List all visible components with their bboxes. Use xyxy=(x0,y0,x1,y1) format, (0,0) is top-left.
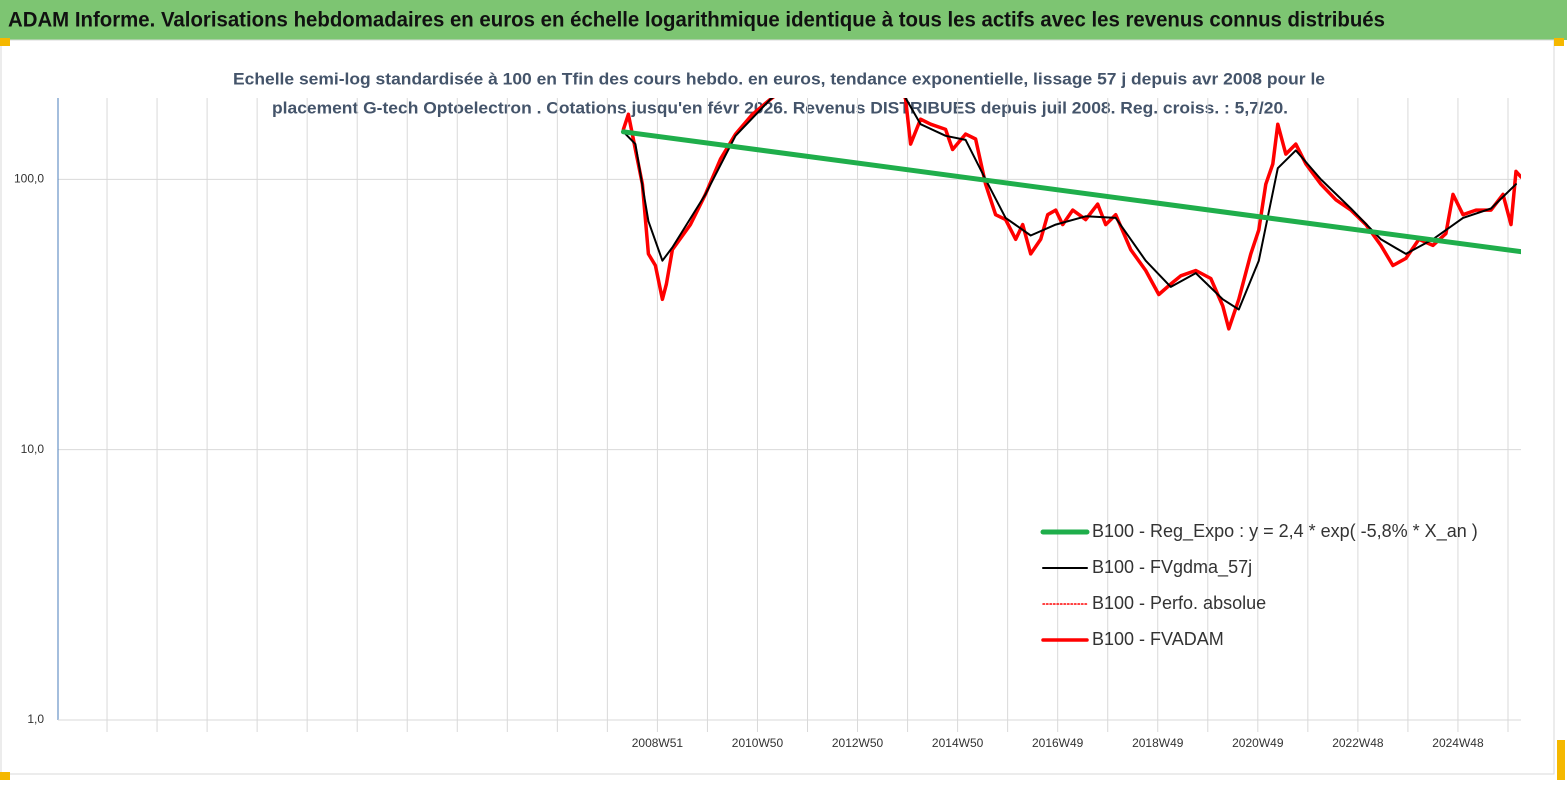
x-tick-label: 2020W49 xyxy=(1232,736,1284,750)
y-tick-label: 10,0 xyxy=(21,442,45,456)
legend-label: B100 - Reg_Expo : y = 2,4 * exp( -5,8% *… xyxy=(1092,521,1478,542)
chart-title: ADAM Informe. Valorisations hebdomadaire… xyxy=(8,9,1385,32)
plot xyxy=(620,98,1521,331)
series-line xyxy=(622,98,1517,311)
corner xyxy=(0,772,10,780)
corner xyxy=(1554,38,1564,46)
x-tick-label: 2008W51 xyxy=(632,736,684,750)
x-tick-label: 2022W48 xyxy=(1332,736,1384,750)
series-line xyxy=(620,129,1521,255)
legend-label: B100 - FVgdma_57j xyxy=(1092,557,1252,578)
x-tick-label: 2014W50 xyxy=(932,736,984,750)
chart-subtitle: placement G-tech Optoelectron . Cotation… xyxy=(272,98,1288,117)
legend: B100 - Reg_Expo : y = 2,4 * exp( -5,8% *… xyxy=(1040,521,1478,649)
y-tick-label: 100,0 xyxy=(14,172,44,186)
frame xyxy=(0,39,1555,775)
legend-label: B100 - Perfo. absolue xyxy=(1092,593,1266,613)
grid: 1,0 10,0 100,0 2008W51 2010W50 2012W50 2014W50… xyxy=(14,98,1521,750)
x-tick-label: 2012W50 xyxy=(832,736,884,750)
y-tick-label: 1,0 xyxy=(27,712,44,726)
chart-subtitle: Echelle semi-log standardisée à 100 en T… xyxy=(233,69,1325,88)
series-line xyxy=(622,98,1521,330)
x-tick-label: 2024W48 xyxy=(1432,736,1484,750)
corner xyxy=(0,38,10,46)
x-tick-label: 2010W50 xyxy=(732,736,784,750)
x-tick-label: 2018W49 xyxy=(1132,736,1184,750)
header-bar xyxy=(0,0,1567,40)
legend-label: B100 - FVADAM xyxy=(1092,629,1224,649)
corner xyxy=(1557,740,1565,780)
x-tick-label: 2016W49 xyxy=(1032,736,1084,750)
